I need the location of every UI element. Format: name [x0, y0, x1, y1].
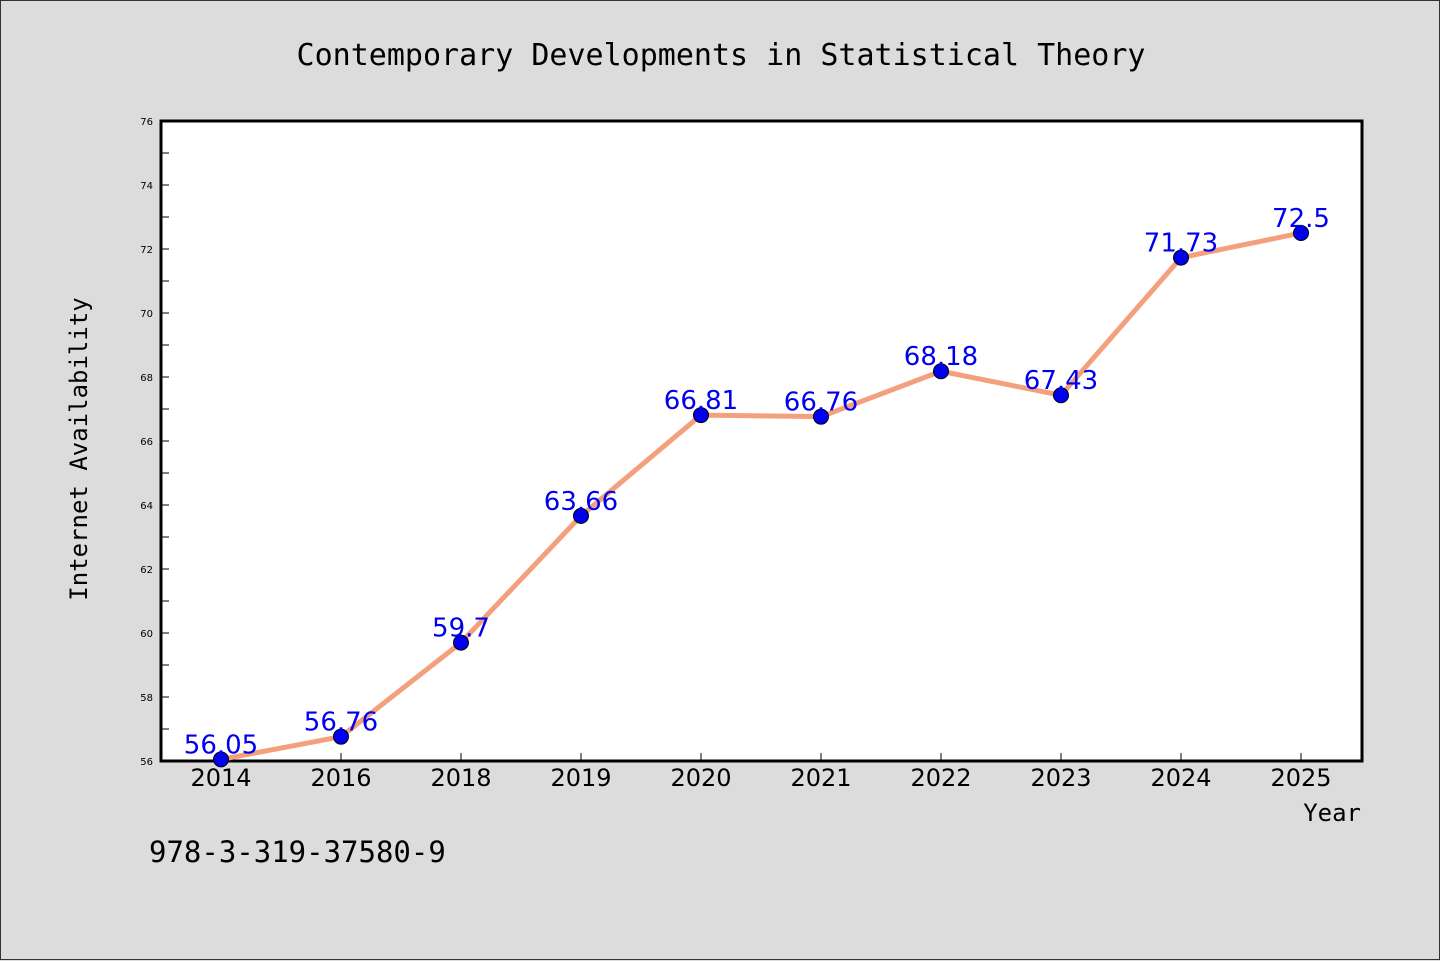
plot-area: [159, 119, 1364, 763]
x-tick-label: 2020: [670, 764, 731, 792]
x-tick-label: 2018: [430, 764, 491, 792]
x-tick-label: 2019: [550, 764, 611, 792]
data-point-2023: [1053, 387, 1069, 404]
data-label-2025: 72.5: [1272, 204, 1330, 234]
y-tick-label: 72: [140, 245, 153, 256]
y-tick-label: 58: [140, 693, 153, 704]
y-axis: 56 58 60 62 64 66 68 70 72 74 76: [140, 117, 169, 768]
markers-group: [213, 225, 1309, 768]
y-axis-label: Internet Availability: [65, 297, 93, 600]
data-point-2014: [213, 751, 229, 768]
data-point-2016: [333, 728, 349, 745]
data-label-2023: 67.43: [1024, 366, 1098, 396]
data-point-2020: [693, 407, 709, 424]
data-point-2025: [1293, 225, 1309, 241]
x-tick-label: 2024: [1150, 764, 1211, 792]
y-tick-label: 62: [140, 565, 153, 576]
data-label-2019: 63.66: [544, 487, 618, 517]
x-tick-label: 2023: [1030, 764, 1091, 792]
x-tick-label: 2014: [190, 764, 251, 792]
chart-title: Contemporary Developments in Statistical…: [297, 38, 1146, 73]
y-tick-label: 60: [140, 629, 153, 640]
data-point-2024: [1173, 249, 1189, 266]
y-tick-label: 68: [140, 373, 153, 384]
data-label-2014: 56.05: [184, 730, 258, 760]
data-point-2019: [573, 507, 589, 524]
x-tick-label: 2021: [790, 764, 851, 792]
x-axis: 2014 2016 2018 2019 2020 2021 2022 2023 2024 2025: [190, 753, 1332, 792]
data-point-2018: [453, 634, 469, 651]
data-label-2020: 66.81: [664, 386, 738, 416]
series-line-group: [218, 230, 1304, 762]
data-label-2021: 66.76: [784, 388, 858, 418]
data-label-2016: 56.76: [304, 708, 378, 738]
y-tick-label: 70: [140, 309, 153, 320]
y-tick-label: 66: [140, 437, 153, 448]
data-label-2022: 68.18: [904, 342, 978, 372]
isbn-text: 978-3-319-37580-9: [149, 835, 446, 869]
y-tick-label: 76: [140, 117, 153, 128]
data-label-2024: 71.73: [1144, 229, 1218, 259]
data-point-2021: [813, 408, 829, 425]
y-tick-label: 64: [140, 501, 153, 512]
data-point-2022: [933, 363, 949, 380]
x-tick-label: 2022: [910, 764, 971, 792]
y-tick-label: 74: [140, 181, 153, 192]
y-tick-label: 56: [140, 757, 153, 768]
data-labels-group: 56.05 56.76 59.7 63.66 66.81 66.76 68.18 67.43 7…: [184, 204, 1330, 760]
x-tick-label: 2016: [310, 764, 371, 792]
series-line: [218, 230, 1304, 762]
data-label-2018: 59.7: [432, 614, 490, 644]
x-tick-label: 2025: [1270, 764, 1331, 792]
x-axis-label: Year: [1303, 799, 1361, 827]
